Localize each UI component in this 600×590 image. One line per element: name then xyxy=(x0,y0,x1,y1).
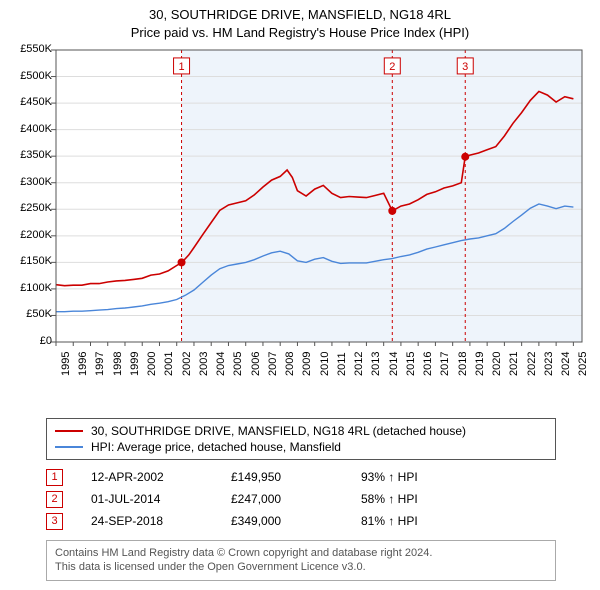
legend-swatch-hpi xyxy=(55,446,83,448)
sale-comparison-1: 93% ↑ HPI xyxy=(361,470,501,484)
title-subtitle: Price paid vs. HM Land Registry's House … xyxy=(0,24,600,42)
legend: 30, SOUTHRIDGE DRIVE, MANSFIELD, NG18 4R… xyxy=(46,418,556,460)
x-tick-label: 2019 xyxy=(474,352,486,376)
sale-price-2: £247,000 xyxy=(231,492,361,506)
x-tick-label: 2022 xyxy=(526,352,538,376)
x-tick-label: 2016 xyxy=(422,352,434,376)
sale-date-3: 24-SEP-2018 xyxy=(91,514,231,528)
sale-marker-1: 1 xyxy=(46,469,63,486)
sale-date-2: 01-JUL-2014 xyxy=(91,492,231,506)
x-tick-label: 1997 xyxy=(94,352,106,376)
y-tick-label: £500K xyxy=(10,70,52,82)
y-tick-label: £50K xyxy=(10,308,52,320)
x-tick-label: 1999 xyxy=(129,352,141,376)
x-tick-label: 2004 xyxy=(215,352,227,376)
y-tick-label: £550K xyxy=(10,43,52,55)
x-tick-label: 2013 xyxy=(370,352,382,376)
x-tick-label: 1995 xyxy=(60,352,72,376)
attribution-line2: This data is licensed under the Open Gov… xyxy=(55,560,547,574)
x-tick-label: 2020 xyxy=(491,352,503,376)
legend-row-hpi: HPI: Average price, detached house, Mans… xyxy=(55,439,547,455)
svg-text:3: 3 xyxy=(462,61,468,73)
x-tick-label: 2008 xyxy=(284,352,296,376)
title-block: 30, SOUTHRIDGE DRIVE, MANSFIELD, NG18 4R… xyxy=(0,0,600,41)
x-tick-label: 2017 xyxy=(439,352,451,376)
y-tick-label: £100K xyxy=(10,282,52,294)
sale-price-3: £349,000 xyxy=(231,514,361,528)
x-tick-label: 2023 xyxy=(543,352,555,376)
sale-marker-3: 3 xyxy=(46,513,63,530)
chart-svg: 1 2 3 xyxy=(10,46,590,346)
x-tick-label: 1998 xyxy=(112,352,124,376)
infographic-root: 30, SOUTHRIDGE DRIVE, MANSFIELD, NG18 4R… xyxy=(0,0,600,590)
x-tick-label: 2024 xyxy=(560,352,572,376)
y-tick-label: £0 xyxy=(10,335,52,347)
sales-table: 1 12-APR-2002 £149,950 93% ↑ HPI 2 01-JU… xyxy=(46,466,556,532)
sale-comparison-3: 81% ↑ HPI xyxy=(361,514,501,528)
attribution-box: Contains HM Land Registry data © Crown c… xyxy=(46,540,556,581)
y-tick-label: £350K xyxy=(10,149,52,161)
y-tick-label: £300K xyxy=(10,176,52,188)
y-tick-label: £250K xyxy=(10,202,52,214)
y-tick-label: £400K xyxy=(10,123,52,135)
x-tick-label: 2009 xyxy=(301,352,313,376)
x-tick-label: 2005 xyxy=(232,352,244,376)
x-tick-label: 2006 xyxy=(250,352,262,376)
x-tick-label: 2015 xyxy=(405,352,417,376)
svg-text:1: 1 xyxy=(178,61,184,73)
x-tick-label: 2011 xyxy=(336,352,348,376)
x-tick-label: 2007 xyxy=(267,352,279,376)
x-tick-label: 2012 xyxy=(353,352,365,376)
x-tick-label: 2021 xyxy=(508,352,520,376)
legend-swatch-property xyxy=(55,430,83,432)
legend-label-property: 30, SOUTHRIDGE DRIVE, MANSFIELD, NG18 4R… xyxy=(91,424,466,438)
price-chart: 1 2 3 £0 £50K £100K £150K £200K £250K £300K £350K… xyxy=(10,46,590,381)
y-tick-label: £450K xyxy=(10,96,52,108)
x-tick-label: 2002 xyxy=(181,352,193,376)
sale-marker-2: 2 xyxy=(46,491,63,508)
y-tick-label: £200K xyxy=(10,229,52,241)
x-tick-label: 2014 xyxy=(388,352,400,376)
sale-price-1: £149,950 xyxy=(231,470,361,484)
attribution-line1: Contains HM Land Registry data © Crown c… xyxy=(55,546,547,560)
x-tick-label: 2018 xyxy=(457,352,469,376)
svg-text:2: 2 xyxy=(389,61,395,73)
legend-label-hpi: HPI: Average price, detached house, Mans… xyxy=(91,440,341,454)
y-tick-label: £150K xyxy=(10,255,52,267)
x-tick-label: 2001 xyxy=(163,352,175,376)
sale-row-1: 1 12-APR-2002 £149,950 93% ↑ HPI xyxy=(46,466,556,488)
x-tick-label: 2000 xyxy=(146,352,158,376)
sale-date-1: 12-APR-2002 xyxy=(91,470,231,484)
title-address: 30, SOUTHRIDGE DRIVE, MANSFIELD, NG18 4R… xyxy=(0,6,600,24)
x-tick-label: 2025 xyxy=(577,352,589,376)
sale-comparison-2: 58% ↑ HPI xyxy=(361,492,501,506)
x-tick-label: 2010 xyxy=(319,352,331,376)
sale-row-3: 3 24-SEP-2018 £349,000 81% ↑ HPI xyxy=(46,510,556,532)
legend-row-property: 30, SOUTHRIDGE DRIVE, MANSFIELD, NG18 4R… xyxy=(55,423,547,439)
x-tick-label: 2003 xyxy=(198,352,210,376)
x-tick-label: 1996 xyxy=(77,352,89,376)
sale-row-2: 2 01-JUL-2014 £247,000 58% ↑ HPI xyxy=(46,488,556,510)
